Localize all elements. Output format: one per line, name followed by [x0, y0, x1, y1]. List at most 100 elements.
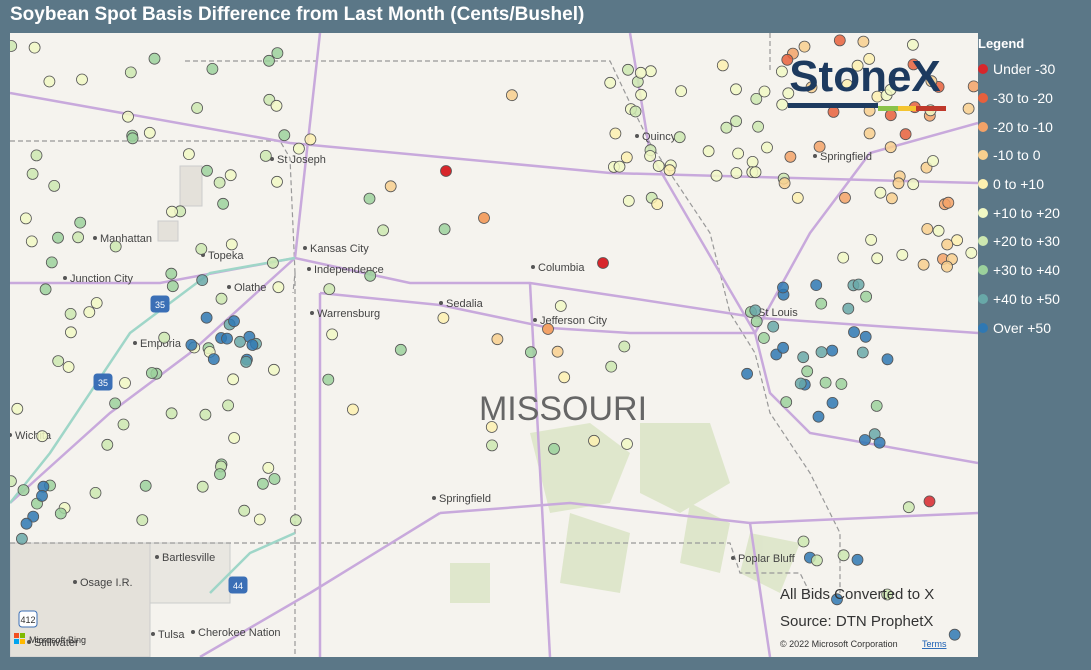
basis-dot: [798, 40, 811, 53]
basis-dot: [322, 373, 335, 386]
basis-dot: [791, 191, 804, 204]
legend-label: Under -30: [993, 61, 1056, 78]
legend-label: Over +50: [993, 319, 1051, 336]
basis-dot: [886, 192, 898, 205]
copyright: © 2022 Microsoft Corporation: [780, 639, 898, 649]
city-marker: [533, 318, 537, 322]
legend-title: Legend: [978, 36, 1025, 51]
city-label: Warrensburg: [317, 308, 380, 320]
logo-text: StoneX: [789, 52, 941, 101]
basis-dot: [835, 378, 848, 390]
basis-dot: [72, 231, 84, 244]
basis-dot: [621, 438, 633, 450]
basis-dot: [831, 593, 843, 606]
basis-dot: [19, 212, 32, 225]
basis-dot: [124, 66, 137, 79]
basis-dot: [36, 489, 48, 502]
basis-dot: [819, 376, 832, 389]
basis-dot: [776, 98, 789, 111]
city-marker: [27, 640, 31, 644]
basis-dot: [675, 85, 687, 97]
basis-dot: [932, 224, 945, 237]
terms-link[interactable]: Terms: [922, 639, 947, 649]
city-label: Stillwater: [34, 637, 79, 649]
forest-areas: [450, 423, 800, 603]
basis-dot: [863, 52, 876, 65]
basis-dot: [801, 365, 814, 378]
basis-dot: [962, 102, 975, 115]
basis-dot: [364, 269, 377, 282]
basis-dot: [267, 363, 280, 376]
basis-dot: [256, 477, 269, 490]
city-label: Manhattan: [100, 233, 152, 245]
basis-dot: [119, 377, 131, 389]
basis-dot: [907, 178, 920, 191]
basis-dot: [191, 102, 204, 114]
basis-dot: [815, 346, 828, 359]
city-marker: [73, 580, 77, 584]
basis-dot: [767, 320, 780, 333]
basis-dot: [45, 256, 58, 269]
basis-dot: [101, 438, 114, 451]
highway-number: 35: [155, 300, 165, 310]
basis-dot: [902, 501, 915, 514]
highway-shield: [18, 610, 38, 628]
basis-dot: [246, 339, 259, 351]
basis-dot: [716, 59, 729, 72]
basis-dot: [201, 164, 213, 177]
basis-dot: [634, 66, 647, 79]
basis-dot: [377, 224, 390, 237]
basis-dot: [185, 338, 198, 351]
legend-swatch: [978, 207, 988, 218]
basis-dot: [384, 180, 397, 193]
basis-dot: [730, 167, 743, 179]
basis-dot: [196, 274, 209, 287]
basis-dot: [542, 323, 554, 335]
city-marker: [635, 134, 639, 138]
basis-dot: [76, 73, 88, 86]
basis-dot: [215, 292, 228, 305]
basis-dot: [326, 328, 339, 341]
basis-dot: [234, 335, 246, 348]
basis-dot: [272, 281, 285, 294]
basis-dot: [860, 290, 872, 303]
basis-dot: [165, 267, 178, 280]
legend-label: +20 to +30: [993, 233, 1060, 250]
highway-number: 44: [233, 581, 243, 591]
basis-dot: [83, 306, 96, 319]
basis-dot: [749, 304, 762, 317]
basis-dot: [859, 434, 871, 446]
city-label: Quincy: [642, 131, 677, 143]
legend-item: +40 to +50: [978, 285, 1091, 314]
basis-dot: [10, 40, 18, 52]
city-label: Topeka: [208, 250, 244, 262]
basis-dot: [635, 88, 647, 101]
basis-dot: [741, 367, 753, 380]
city-label: Jefferson City: [540, 315, 608, 327]
basis-dot: [781, 53, 794, 66]
basis-dot: [597, 257, 609, 269]
legend-swatch: [978, 322, 988, 333]
city-marker: [93, 236, 97, 240]
basis-dot: [259, 150, 272, 162]
basis-dot: [841, 79, 854, 91]
basis-dot: [206, 63, 219, 75]
legend-label: -20 to -10: [993, 118, 1053, 135]
basis-dot: [117, 418, 130, 431]
city-marker: [10, 433, 12, 437]
basis-dot: [620, 151, 633, 164]
basis-dot: [25, 235, 38, 248]
basis-dot: [39, 283, 52, 296]
basis-dot: [238, 504, 251, 517]
basis-dot: [228, 432, 241, 444]
highway-shield: [150, 295, 170, 313]
state-borders: [10, 33, 841, 657]
basis-dot: [921, 223, 934, 235]
basis-dot: [826, 344, 839, 357]
basis-dot: [139, 479, 152, 492]
basis-dot: [182, 148, 195, 160]
basis-dot: [89, 486, 102, 499]
basis-dot: [702, 145, 715, 158]
basis-dot: [842, 302, 855, 315]
